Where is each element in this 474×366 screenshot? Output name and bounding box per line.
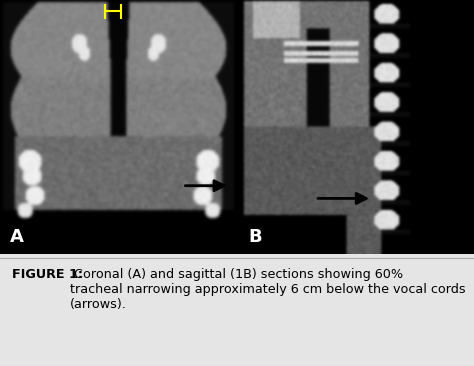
Text: FIGURE 1:: FIGURE 1: <box>12 268 83 281</box>
Bar <box>237 0 242 254</box>
Text: A: A <box>9 228 23 246</box>
Text: B: B <box>249 228 263 246</box>
Text: Coronal (A) and sagittal (1B) sections showing 60%
tracheal narrowing approximat: Coronal (A) and sagittal (1B) sections s… <box>70 268 465 311</box>
